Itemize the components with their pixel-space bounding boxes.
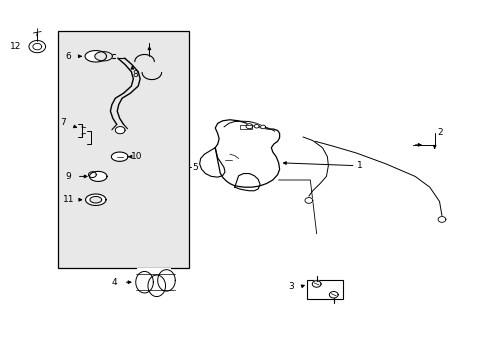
Polygon shape <box>199 148 224 177</box>
Polygon shape <box>158 270 175 291</box>
Polygon shape <box>29 41 45 53</box>
Polygon shape <box>88 172 96 177</box>
Polygon shape <box>437 217 445 222</box>
Polygon shape <box>245 124 252 129</box>
Polygon shape <box>33 43 41 50</box>
Polygon shape <box>115 127 125 134</box>
Polygon shape <box>85 50 106 62</box>
Polygon shape <box>254 125 259 128</box>
Text: 8: 8 <box>132 70 138 79</box>
Polygon shape <box>312 281 321 287</box>
Bar <box>137 268 171 297</box>
Bar <box>306 280 343 299</box>
Text: 2: 2 <box>436 128 442 137</box>
Text: 11: 11 <box>63 195 75 204</box>
Text: 7: 7 <box>60 118 66 127</box>
Polygon shape <box>305 198 312 203</box>
Text: 10: 10 <box>131 152 142 161</box>
Text: 4: 4 <box>112 278 117 287</box>
Polygon shape <box>148 275 165 297</box>
Polygon shape <box>90 197 102 203</box>
Polygon shape <box>95 51 112 61</box>
Polygon shape <box>215 120 279 187</box>
Polygon shape <box>85 194 106 206</box>
Text: 12: 12 <box>9 42 21 51</box>
Polygon shape <box>89 171 107 181</box>
Polygon shape <box>329 292 337 298</box>
Bar <box>239 126 251 129</box>
Text: 1: 1 <box>356 161 362 170</box>
Text: 9: 9 <box>65 172 71 181</box>
Polygon shape <box>111 152 128 161</box>
Polygon shape <box>260 125 265 129</box>
Text: 3: 3 <box>288 282 294 291</box>
Polygon shape <box>136 271 153 293</box>
Text: 6: 6 <box>65 52 71 61</box>
Polygon shape <box>234 174 260 191</box>
Bar <box>58 31 188 268</box>
Text: 5: 5 <box>192 163 198 172</box>
